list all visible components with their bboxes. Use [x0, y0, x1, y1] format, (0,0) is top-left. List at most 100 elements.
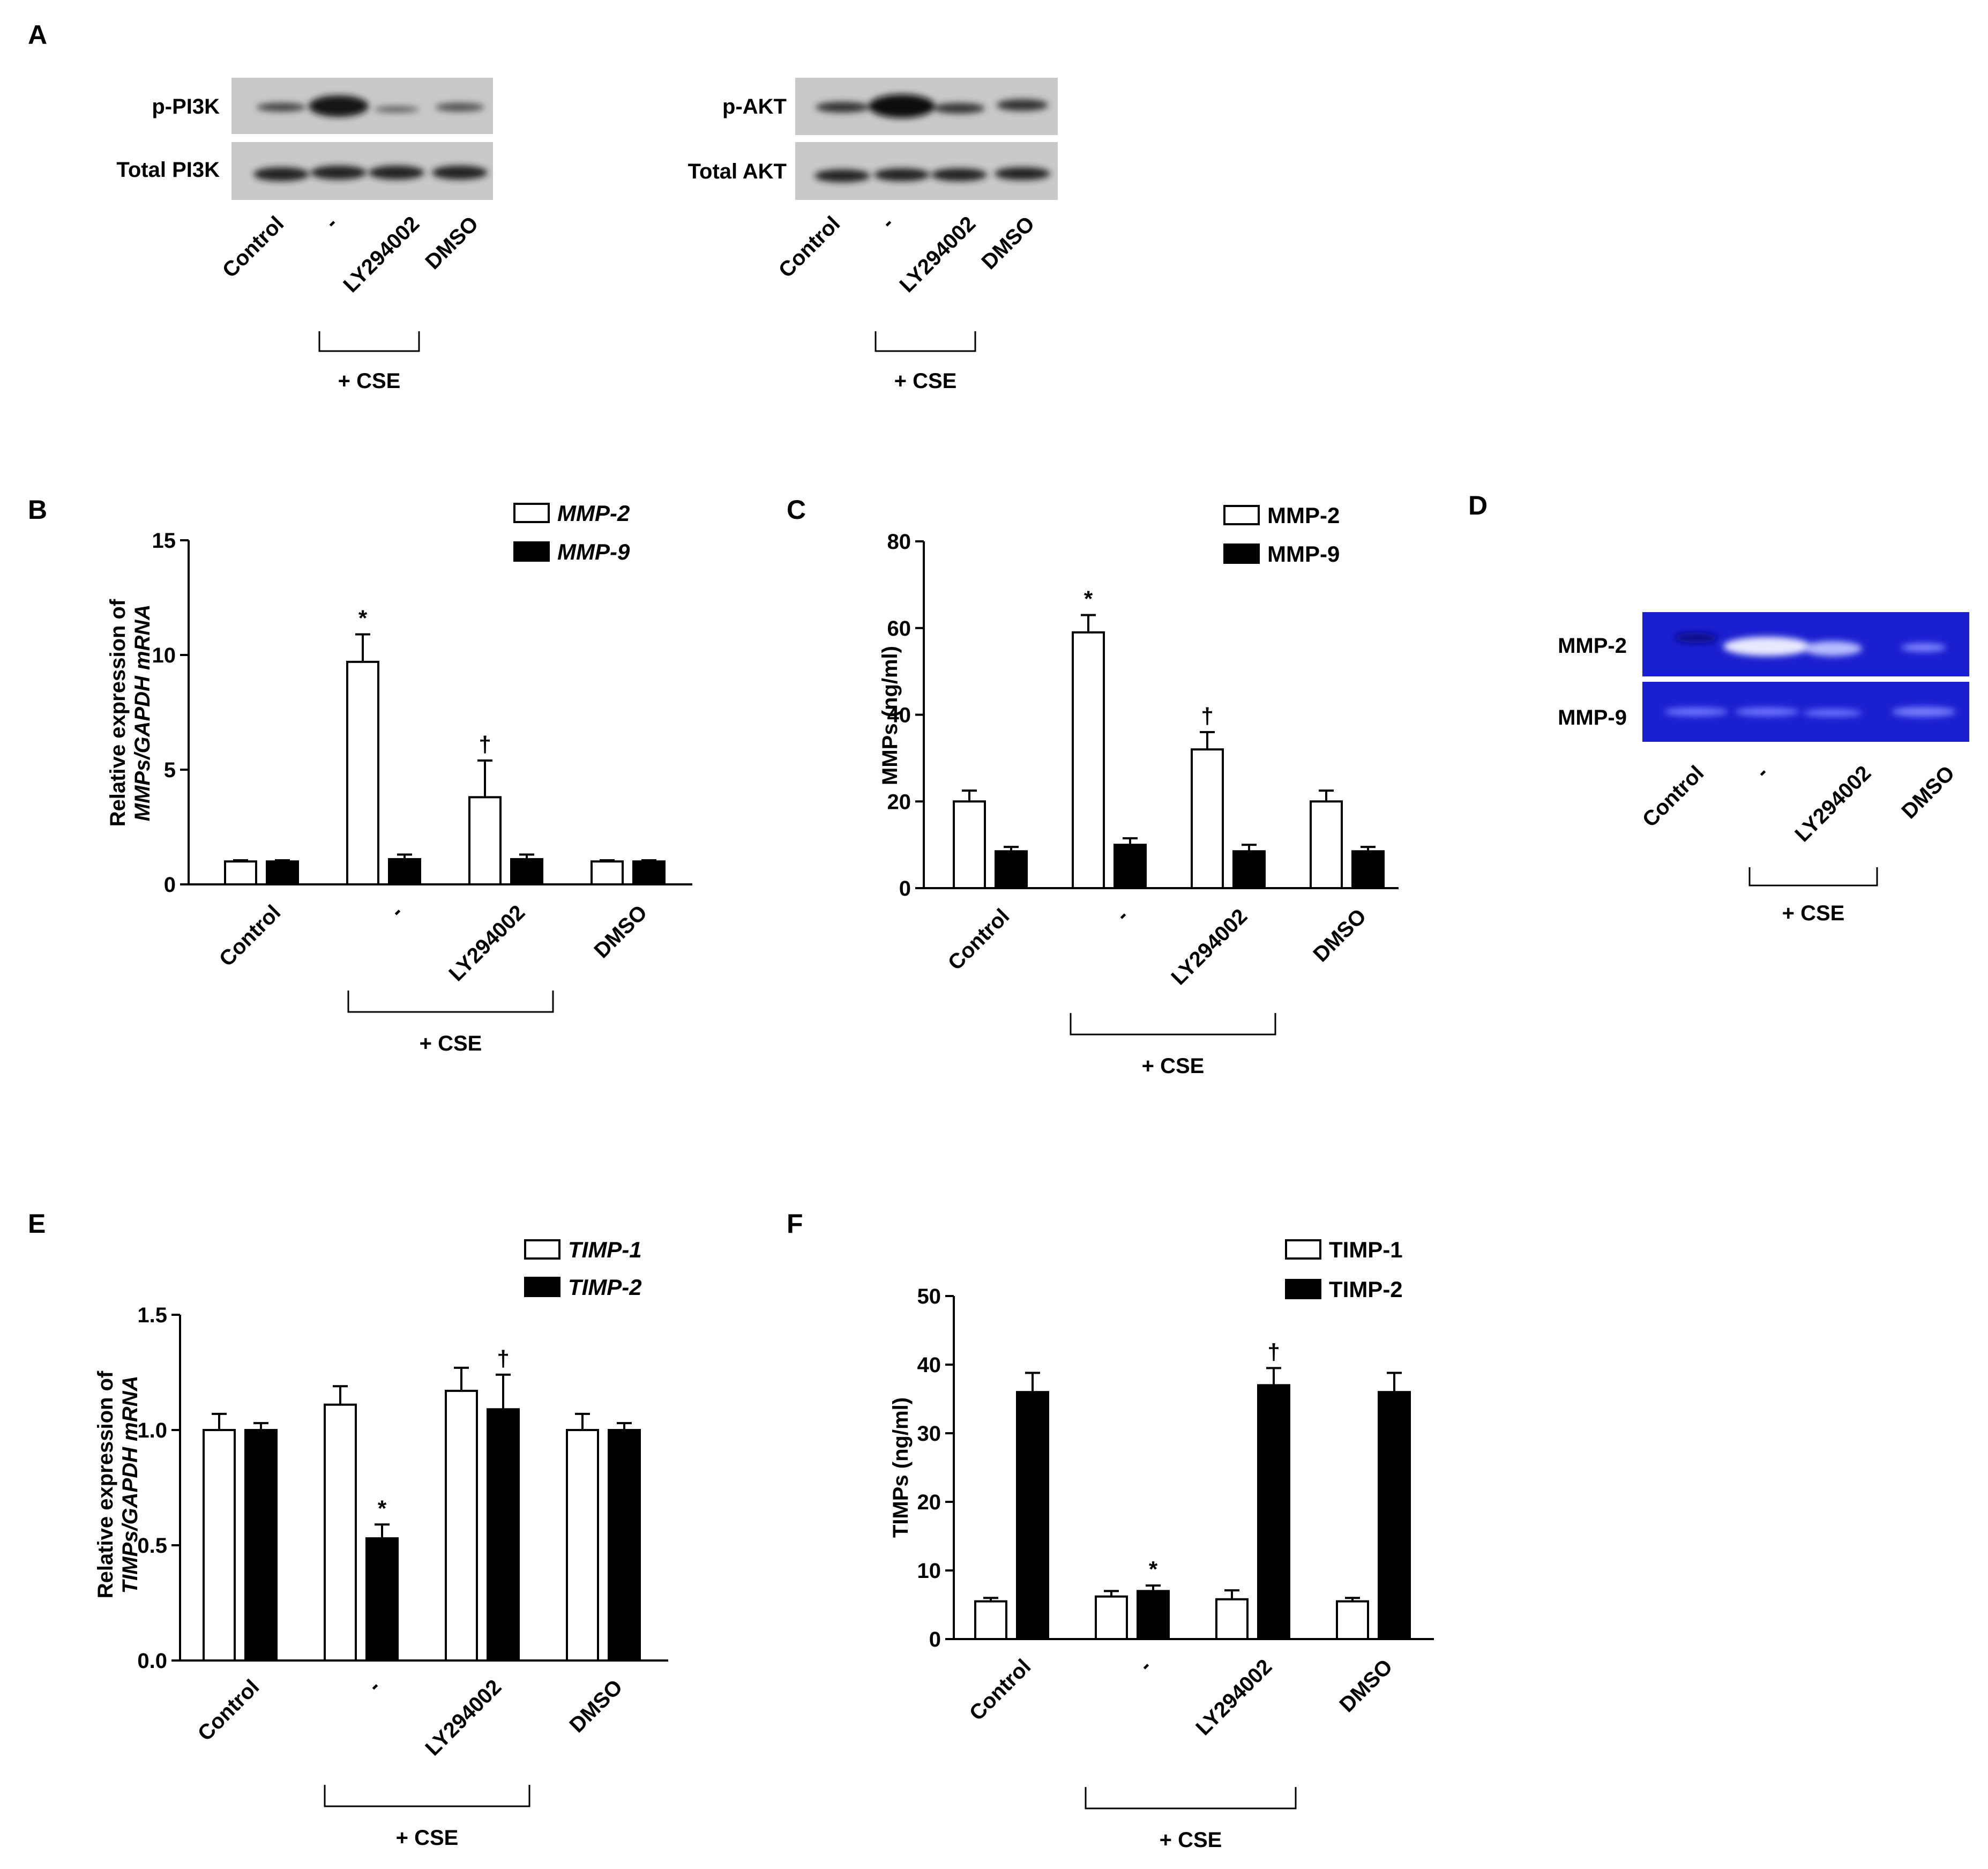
- significance-mark: *: [1149, 1557, 1158, 1582]
- lane-label: Control: [774, 212, 845, 282]
- bar-mmp-2: [953, 800, 986, 889]
- blot-band: [814, 169, 870, 182]
- x-tick-label: DMSO: [1309, 904, 1371, 966]
- blot-band: [931, 168, 987, 181]
- x-tick-label: -: [1111, 904, 1133, 926]
- group-bracket-label: + CSE: [894, 369, 957, 393]
- group-bracket: [347, 991, 554, 1013]
- group-bracket-label: + CSE: [1142, 1054, 1205, 1078]
- bar-mmp-2: [346, 660, 379, 885]
- lane-label: -: [1751, 761, 1773, 783]
- bar-timp-1: [1095, 1595, 1128, 1640]
- panel-letter-a: A: [28, 20, 47, 50]
- x-tick-label: Control: [965, 1655, 1036, 1725]
- blot-band: [995, 167, 1050, 180]
- panel-letter-f: F: [787, 1209, 803, 1239]
- blot-band: [869, 94, 935, 118]
- y-tick-label: 60: [887, 617, 911, 641]
- group-bracket: [318, 331, 420, 352]
- x-tick-label: DMSO: [565, 1675, 627, 1737]
- bar-timp-1: [974, 1600, 1007, 1641]
- gel-row-label: MMP-9: [1558, 706, 1627, 729]
- legend-label: MMP-9: [557, 539, 630, 564]
- x-tick-label: -: [363, 1675, 385, 1697]
- chart-panel-b: B 0 5 10 15 Relative expression ofMMPs/GAPDH …: [28, 495, 692, 1055]
- y-tick-label: 10: [152, 644, 176, 667]
- bar-timp-1: [324, 1403, 357, 1662]
- bar-timp-1: [566, 1429, 599, 1662]
- legend-label: TIMP-1: [1329, 1237, 1403, 1262]
- y-axis-label-line: Relative expression of: [106, 599, 130, 826]
- chart-panel-c: C 0 20 40 60 80 MMPs (ng/ml) Control - LY294002 DM…: [787, 495, 1399, 1078]
- blot-band: [874, 168, 930, 181]
- significance-mark: *: [1084, 586, 1093, 611]
- gel-band: [1675, 632, 1717, 643]
- y-tick-label: 50: [917, 1285, 941, 1308]
- legend-label: TIMP-2: [1329, 1277, 1403, 1302]
- blot-band: [369, 166, 424, 180]
- gel-band: [1901, 643, 1946, 652]
- bar-mmp-9: [1113, 844, 1147, 889]
- y-tick-label: 0: [164, 873, 176, 897]
- gel-band: [1735, 708, 1799, 716]
- bar-timp-2: [1378, 1391, 1411, 1640]
- lane-label: DMSO: [977, 212, 1039, 274]
- lane-label: DMSO: [1897, 761, 1959, 823]
- bar-mmp-2: [224, 860, 257, 885]
- bar-mmp-2: [1310, 800, 1343, 889]
- bar-timp-2: [487, 1408, 520, 1662]
- bar-mmp-9: [995, 850, 1028, 889]
- bar-timp-2: [1016, 1391, 1049, 1640]
- x-tick-label: LY294002: [421, 1675, 506, 1760]
- blot-band: [435, 103, 484, 111]
- lane-label: Control: [218, 212, 289, 282]
- y-axis-label: MMPs (ng/ml): [878, 646, 902, 785]
- y-tick-label: 20: [917, 1491, 941, 1514]
- group-bracket-label: + CSE: [1782, 902, 1845, 925]
- blot-row-label: Total PI3K: [116, 158, 220, 182]
- y-tick-label: 20: [887, 790, 911, 814]
- legend-swatch: [1223, 543, 1260, 564]
- group-bracket-label: + CSE: [338, 369, 401, 393]
- bar-timp-1: [1215, 1598, 1249, 1641]
- panel-letter-b: B: [28, 495, 47, 525]
- y-tick-label: 5: [164, 758, 176, 782]
- x-tick-label: LY294002: [444, 900, 529, 986]
- y-axis-label-line: TIMPs/GAPDH mRNA: [118, 1376, 142, 1594]
- y-axis-label: TIMPs (ng/ml): [889, 1397, 913, 1538]
- bar-mmp-9: [266, 860, 299, 885]
- bar-mmp-9: [1232, 850, 1266, 889]
- x-tick-label: -: [1134, 1655, 1156, 1677]
- blot-band: [309, 95, 369, 117]
- x-tick-label: LY294002: [1167, 904, 1252, 989]
- legend-swatch: [1285, 1239, 1321, 1260]
- blot-band: [997, 99, 1048, 111]
- gel-row-label: MMP-2: [1558, 634, 1627, 658]
- group-bracket-label: + CSE: [420, 1032, 482, 1055]
- blot-band: [432, 166, 488, 180]
- lane-label: -: [877, 212, 899, 234]
- legend-swatch: [1223, 505, 1260, 525]
- chart-panel-e: E 0.0 0.5 1.0 1.5 Relative expression ofTIMPs…: [28, 1209, 668, 1850]
- legend-swatch: [1285, 1279, 1321, 1299]
- y-tick-label: 40: [917, 1353, 941, 1377]
- blot-band: [311, 166, 367, 180]
- legend-swatch: [524, 1277, 560, 1297]
- significance-mark: †: [497, 1346, 509, 1371]
- bar-mmp-9: [388, 858, 421, 886]
- bar-mmp-9: [510, 858, 543, 886]
- blot-band: [253, 167, 309, 181]
- lane-label: Control: [1638, 761, 1709, 832]
- y-axis-label: Relative expression ofMMPs/GAPDH mRNA: [106, 599, 154, 826]
- panel-letter-c: C: [787, 495, 806, 525]
- y-tick-label: 10: [917, 1559, 941, 1583]
- y-axis-label-line: MMPs/GAPDH mRNA: [131, 605, 154, 821]
- blot-band: [933, 103, 985, 114]
- western-blot-pi3k: p-PI3K Total PI3K Control - LY294002 DMS…: [116, 78, 493, 393]
- gel-band: [1892, 707, 1956, 717]
- bar-timp-1: [203, 1429, 236, 1662]
- bar-mmp-2: [1072, 631, 1105, 890]
- y-axis-label-line: Relative expression of: [94, 1371, 117, 1598]
- legend-label: TIMP-2: [568, 1275, 642, 1300]
